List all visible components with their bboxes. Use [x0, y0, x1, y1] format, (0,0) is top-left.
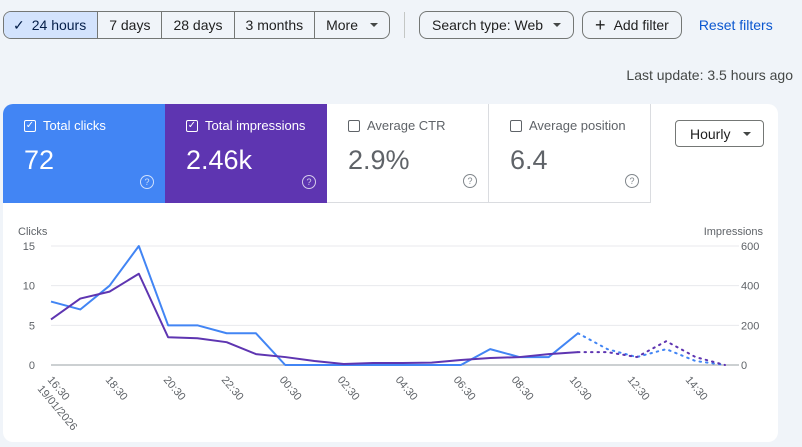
- range-label: 7 days: [109, 17, 151, 33]
- x-tick-label: 22:30: [219, 374, 246, 403]
- x-tick-label: 12:30: [625, 374, 652, 403]
- y-right-tick-label: 200: [741, 320, 759, 332]
- checkbox-unchecked-icon[interactable]: [348, 119, 360, 132]
- checkbox-unchecked-icon[interactable]: [510, 119, 522, 132]
- check-icon: ✓: [13, 16, 25, 33]
- checkbox-checked-icon[interactable]: ✓: [186, 119, 198, 132]
- help-icon[interactable]: ?: [302, 175, 316, 189]
- metric-average-ctr[interactable]: Average CTR 2.9% ?: [327, 104, 489, 203]
- filter-toolbar: ✓ 24 hours 7 days 28 days 3 months More S…: [3, 11, 773, 39]
- grid-lines: [51, 245, 739, 366]
- performance-card: ✓ Total clicks 72 ? ✓ Total impressions 2.…: [3, 104, 778, 442]
- metric-average-position[interactable]: Average position 6.4 ?: [489, 104, 651, 203]
- date-range-selector: ✓ 24 hours 7 days 28 days 3 months More: [3, 11, 391, 39]
- range-label: 3 months: [245, 17, 304, 33]
- metric-label: Total clicks: [43, 118, 106, 133]
- metric-label: Average CTR: [367, 118, 446, 133]
- x-tick-label: 10:30: [567, 374, 594, 403]
- metric-value: 2.46k: [186, 145, 253, 175]
- projected-line-total-clicks: [577, 332, 726, 366]
- reset-filters-link[interactable]: Reset filters: [698, 17, 773, 33]
- metric-value: 6.4: [510, 145, 548, 175]
- range-28-days-button[interactable]: 28 days: [162, 12, 235, 38]
- range-label: More: [326, 17, 359, 33]
- granularity-dropdown[interactable]: Hourly: [675, 120, 764, 147]
- metric-total-impressions[interactable]: ✓ Total impressions 2.46k ?: [165, 104, 327, 203]
- metric-label: Total impressions: [205, 118, 306, 133]
- y-right-tick-label: 600: [741, 241, 759, 253]
- range-more-dropdown[interactable]: More: [315, 12, 389, 38]
- metric-value: 2.9%: [348, 145, 410, 175]
- x-tick-label: 00:30: [277, 374, 304, 403]
- checkbox-checked-icon[interactable]: ✓: [24, 119, 36, 132]
- x-tick-label: 20:30: [161, 374, 188, 403]
- y-left-ticks: 0 5 10 15: [23, 241, 35, 372]
- y-left-tick-label: 0: [29, 360, 35, 372]
- metric-total-clicks[interactable]: ✓ Total clicks 72 ?: [3, 104, 165, 203]
- y-left-tick-label: 10: [23, 281, 35, 293]
- range-7-days-button[interactable]: 7 days: [98, 12, 163, 38]
- range-label: 28 days: [173, 17, 223, 33]
- metric-label: Average position: [529, 118, 626, 133]
- plus-icon: +: [595, 15, 606, 35]
- help-icon[interactable]: ?: [625, 174, 639, 188]
- y-left-tick-label: 15: [23, 241, 35, 253]
- series-line-total-impressions: [50, 272, 579, 366]
- help-icon[interactable]: ?: [463, 174, 477, 188]
- x-tick-label: 06:30: [451, 374, 478, 403]
- chevron-down-icon: [553, 23, 562, 27]
- chevron-down-icon: [743, 132, 751, 136]
- x-tick-label: 02:30: [335, 374, 362, 403]
- granularity-label: Hourly: [690, 125, 731, 142]
- x-tick-label: 14:30: [683, 374, 710, 403]
- y-right-ticks: 0 200 400 600: [741, 241, 759, 372]
- range-3-months-button[interactable]: 3 months: [235, 12, 316, 38]
- chevron-down-icon: [370, 23, 379, 27]
- series-lines: [50, 245, 726, 366]
- range-label: 24 hours: [31, 17, 87, 33]
- add-filter-label: Add filter: [613, 17, 669, 33]
- range-24-hours-button[interactable]: ✓ 24 hours: [4, 12, 99, 38]
- y-left-tick-label: 5: [29, 320, 35, 332]
- search-type-dropdown[interactable]: Search type: Web: [419, 11, 575, 39]
- add-filter-button[interactable]: + Add filter: [582, 11, 682, 39]
- toolbar-divider: [404, 12, 406, 38]
- x-tick-label: 04:30: [393, 374, 420, 403]
- projected-line-total-impressions: [577, 340, 726, 366]
- help-icon[interactable]: ?: [140, 175, 154, 189]
- last-update-text: Last update: 3.5 hours ago: [626, 67, 793, 83]
- x-tick-label: 18:30: [103, 374, 130, 403]
- x-tick-label: 08:30: [509, 374, 536, 403]
- y-right-tick-label: 400: [741, 281, 759, 293]
- search-type-label: Search type: Web: [432, 17, 544, 33]
- metric-value: 72: [24, 145, 55, 175]
- y-right-tick-label: 0: [741, 360, 747, 372]
- x-axis-ticks: 16:30 18:30 20:30 22:30 00:30 02:30 04:30 06:30…: [45, 374, 710, 403]
- y-right-axis-label: Impressions: [704, 226, 764, 238]
- series-line-total-clicks: [50, 245, 579, 366]
- y-left-axis-label: Clicks: [18, 226, 48, 238]
